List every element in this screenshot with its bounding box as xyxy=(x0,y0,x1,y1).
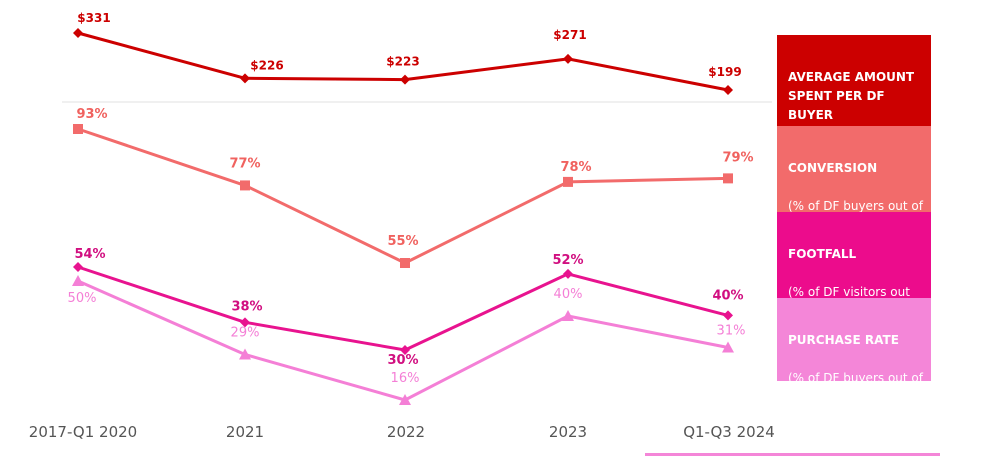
x-tick-label: Q1-Q3 2024 xyxy=(683,423,775,441)
data-point xyxy=(399,394,411,405)
bottom-accent-rule xyxy=(645,453,940,456)
series-3: 50% 29% 16% 40% 31% xyxy=(68,275,746,405)
data-label: $271 xyxy=(553,28,586,42)
data-point xyxy=(563,176,573,187)
legend-title: FOOTFALL xyxy=(788,247,857,261)
data-point xyxy=(73,124,83,134)
data-label: 54% xyxy=(74,247,105,262)
data-label: $199 xyxy=(708,65,741,79)
legend-title: CONVERSION xyxy=(788,161,878,175)
data-point xyxy=(72,275,84,286)
data-label: 50% xyxy=(68,291,97,306)
data-point xyxy=(73,28,83,38)
data-label: 77% xyxy=(229,156,260,171)
data-point xyxy=(562,310,574,321)
legend-title: PURCHASE RATE xyxy=(788,333,899,347)
data-point xyxy=(73,262,83,272)
data-point xyxy=(240,317,250,328)
data-label: 40% xyxy=(554,287,583,302)
data-point xyxy=(400,258,410,268)
data-point xyxy=(723,310,733,321)
data-point xyxy=(239,348,251,360)
data-label: $223 xyxy=(386,55,419,69)
series-layer: $331 $226 $223 $271 $199 93% 77% 55% 78% 79% 54% 38… xyxy=(68,11,754,405)
data-point xyxy=(563,268,573,279)
x-tick-label: 2022 xyxy=(387,423,425,441)
data-label: $331 xyxy=(77,11,110,25)
data-point xyxy=(240,73,250,84)
x-axis: 2017-Q1 2020 2021 2022 2023 Q1-Q3 2024 xyxy=(29,423,775,441)
data-point xyxy=(723,85,733,95)
data-label: 78% xyxy=(560,160,591,175)
series-2: 54% 38% 30% 52% 40% xyxy=(73,247,744,368)
data-label: 40% xyxy=(712,288,743,303)
data-point xyxy=(400,345,410,355)
data-point xyxy=(400,74,410,85)
series-line xyxy=(77,265,729,352)
data-label: 29% xyxy=(231,326,260,341)
data-point xyxy=(722,341,734,353)
data-point xyxy=(723,173,733,184)
data-label: 93% xyxy=(76,107,107,122)
series-1: 93% 77% 55% 78% 79% xyxy=(73,107,754,268)
data-label: 38% xyxy=(231,299,262,314)
legend-title: AVERAGE AMOUNT SPENT PER DF BUYER xyxy=(788,70,915,122)
data-label: 16% xyxy=(391,371,420,386)
legend-item-conversion: CONVERSION (% of DF buyers out of DF vis… xyxy=(777,126,931,232)
x-tick-label: 2021 xyxy=(226,423,264,441)
data-point xyxy=(563,53,573,64)
data-label: 31% xyxy=(717,324,746,339)
data-label: 55% xyxy=(387,234,418,249)
legend-item-purchase-rate: PURCHASE RATE (% of DF buyers out of tot… xyxy=(777,298,931,404)
data-label: $226 xyxy=(250,58,283,72)
x-tick-label: 2023 xyxy=(549,423,587,441)
x-tick-label: 2017-Q1 2020 xyxy=(29,423,137,441)
legend-subtitle: (% of DF buyers out of total PAX) xyxy=(788,371,923,404)
series-0: $331 $226 $223 $271 $199 xyxy=(73,11,742,95)
data-label: 79% xyxy=(722,150,753,165)
data-label: 52% xyxy=(552,253,583,268)
data-point xyxy=(240,180,250,191)
data-label: 30% xyxy=(387,353,418,368)
legend-item-footfall: FOOTFALL (% of DF visitors out of total … xyxy=(777,212,931,318)
legend-item-avg-spend: AVERAGE AMOUNT SPENT PER DF BUYER xyxy=(777,35,931,126)
